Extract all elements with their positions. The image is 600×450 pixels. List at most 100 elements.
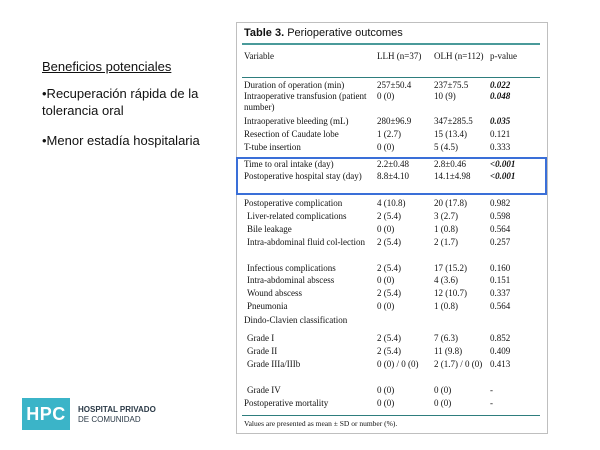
cell-pvalue: 0.564 [490, 301, 511, 311]
cell-olh: 2 (1.7) [434, 237, 458, 247]
cell-pvalue: 0.409 [490, 346, 511, 356]
cell-variable: Grade I [247, 333, 275, 343]
cell-pvalue: <0.001 [490, 159, 516, 169]
cell-llh: 0 (0) [377, 301, 395, 311]
cell-variable: Grade II [247, 346, 278, 356]
cell-variable: Postoperative complication [244, 198, 343, 208]
col-header-variable: Variable [244, 51, 274, 61]
cell-llh: 2 (5.4) [377, 237, 401, 247]
cell-olh: 1 (0.8) [434, 224, 458, 234]
cell-pvalue: 0.413 [490, 359, 511, 369]
cell-variable: Pneumonia [247, 301, 288, 311]
cell-llh: 2 (5.4) [377, 211, 401, 221]
cell-llh: 4 (10.8) [377, 198, 406, 208]
logo-line-2: DE COMUNIDAD [78, 415, 141, 424]
bullet-2: •Menor estadía hospitalaria [42, 133, 200, 148]
table-title-text: Perioperative outcomes [287, 27, 403, 39]
cell-olh: 237±75.5 [434, 80, 469, 90]
cell-llh: 2 (5.4) [377, 263, 401, 273]
table-title: Table 3. Perioperative outcomes [244, 27, 403, 39]
cell-llh: 0 (0) [377, 91, 395, 101]
cell-llh: 2.2±0.48 [377, 159, 409, 169]
cell-llh: 8.8±4.10 [377, 171, 409, 181]
cell-llh: 1 (2.7) [377, 129, 401, 139]
cell-llh: 280±96.9 [377, 116, 412, 126]
cell-pvalue: <0.001 [490, 171, 516, 181]
cell-variable: Wound abscess [247, 288, 303, 298]
cell-variable: Grade IV [247, 385, 281, 395]
cell-olh: 14.1±4.98 [434, 171, 471, 181]
table-title-number: Table 3. [244, 27, 285, 39]
cell-variable: Time to oral intake (day) [244, 159, 334, 169]
table-footnote: Values are presented as mean ± SD or num… [244, 419, 398, 428]
cell-variable: Duration of operation (min) [244, 80, 345, 90]
left-heading: Beneficios potenciales [42, 59, 172, 74]
cell-olh: 11 (9.8) [434, 346, 463, 356]
cell-llh: 0 (0) [377, 398, 395, 408]
cell-llh: 0 (0) [377, 224, 395, 234]
cell-pvalue: 0.160 [490, 263, 511, 273]
cell-variable: Resection of Caudate lobe [244, 129, 339, 139]
cell-pvalue: 0.982 [490, 198, 511, 208]
cell-olh: 1 (0.8) [434, 301, 458, 311]
cell-llh: 2 (5.4) [377, 288, 401, 298]
cell-pvalue: 0.257 [490, 237, 511, 247]
cell-llh: 2 (5.4) [377, 346, 401, 356]
cell-pvalue: 0.151 [490, 275, 511, 285]
cell-olh: 2.8±0.46 [434, 159, 466, 169]
cell-pvalue: 0.333 [490, 142, 511, 152]
cell-llh: 0 (0) [377, 275, 395, 285]
cell-variable: Liver-related complications [247, 211, 347, 221]
cell-pvalue: - [490, 385, 493, 395]
cell-variable: Dindo-Clavien classification [244, 315, 348, 325]
cell-variable: Postoperative mortality [244, 398, 329, 408]
cell-llh: 0 (0) / 0 (0) [377, 359, 419, 369]
cell-pvalue: 0.022 [490, 80, 511, 90]
cell-olh: 10 (9) [434, 91, 456, 101]
hospital-logo: HPC HOSPITAL PRIVADO DE COMUNIDAD [22, 398, 182, 430]
cell-olh: 0 (0) [434, 398, 452, 408]
cell-olh: 5 (4.5) [434, 142, 458, 152]
cell-llh: 257±50.4 [377, 80, 412, 90]
cell-pvalue: 0.337 [490, 288, 511, 298]
cell-variable: Intra-abdominal fluid col-lection [247, 237, 365, 247]
cell-variable: Infectious complications [247, 263, 336, 273]
cell-olh: 12 (10.7) [434, 288, 467, 298]
table-rule-header [242, 77, 540, 78]
cell-variable: Intra-abdominal abscess [247, 275, 335, 285]
bullet-1: •Recuperación rápida de la tolerancia or… [42, 86, 199, 118]
cell-olh: 4 (3.6) [434, 275, 458, 285]
cell-llh: 0 (0) [377, 385, 395, 395]
cell-olh: 0 (0) [434, 385, 452, 395]
logo-mark: HPC [22, 398, 70, 430]
table-rule-bottom [242, 415, 540, 416]
cell-variable: Intraoperative bleeding (mL) [244, 116, 349, 126]
cell-pvalue: 0.598 [490, 211, 511, 221]
cell-pvalue: - [490, 398, 493, 408]
cell-variable: Bile leakage [247, 224, 292, 234]
logo-text: HOSPITAL PRIVADO DE COMUNIDAD [78, 405, 156, 425]
logo-line-1: HOSPITAL PRIVADO [78, 405, 156, 414]
cell-pvalue: 0.852 [490, 333, 511, 343]
cell-variable: Grade IIIa/IIIb [247, 359, 301, 369]
col-header-llh: LLH (n=37) [377, 51, 422, 61]
cell-olh: 3 (2.7) [434, 211, 458, 221]
cell-olh: 347±285.5 [434, 116, 473, 126]
cell-olh: 20 (17.8) [434, 198, 467, 208]
cell-llh: 0 (0) [377, 142, 395, 152]
cell-variable: T-tube insertion [244, 142, 301, 152]
table-rule-top [242, 43, 540, 45]
cell-variable: Intraoperative transfusion (patient numb… [244, 91, 367, 112]
highlight-box [236, 157, 547, 195]
cell-pvalue: 0.048 [490, 91, 511, 101]
cell-variable: Postoperative hospital stay (day) [244, 171, 362, 181]
cell-pvalue: 0.564 [490, 224, 511, 234]
cell-llh: 2 (5.4) [377, 333, 401, 343]
cell-pvalue: 0.121 [490, 129, 511, 139]
col-header-pvalue: p-value [490, 51, 517, 61]
outcomes-table: Table 3. Perioperative outcomes Variable… [236, 22, 548, 434]
cell-olh: 17 (15.2) [434, 263, 467, 273]
col-header-olh: OLH (n=112) [434, 51, 484, 61]
cell-olh: 7 (6.3) [434, 333, 458, 343]
cell-olh: 15 (13.4) [434, 129, 467, 139]
